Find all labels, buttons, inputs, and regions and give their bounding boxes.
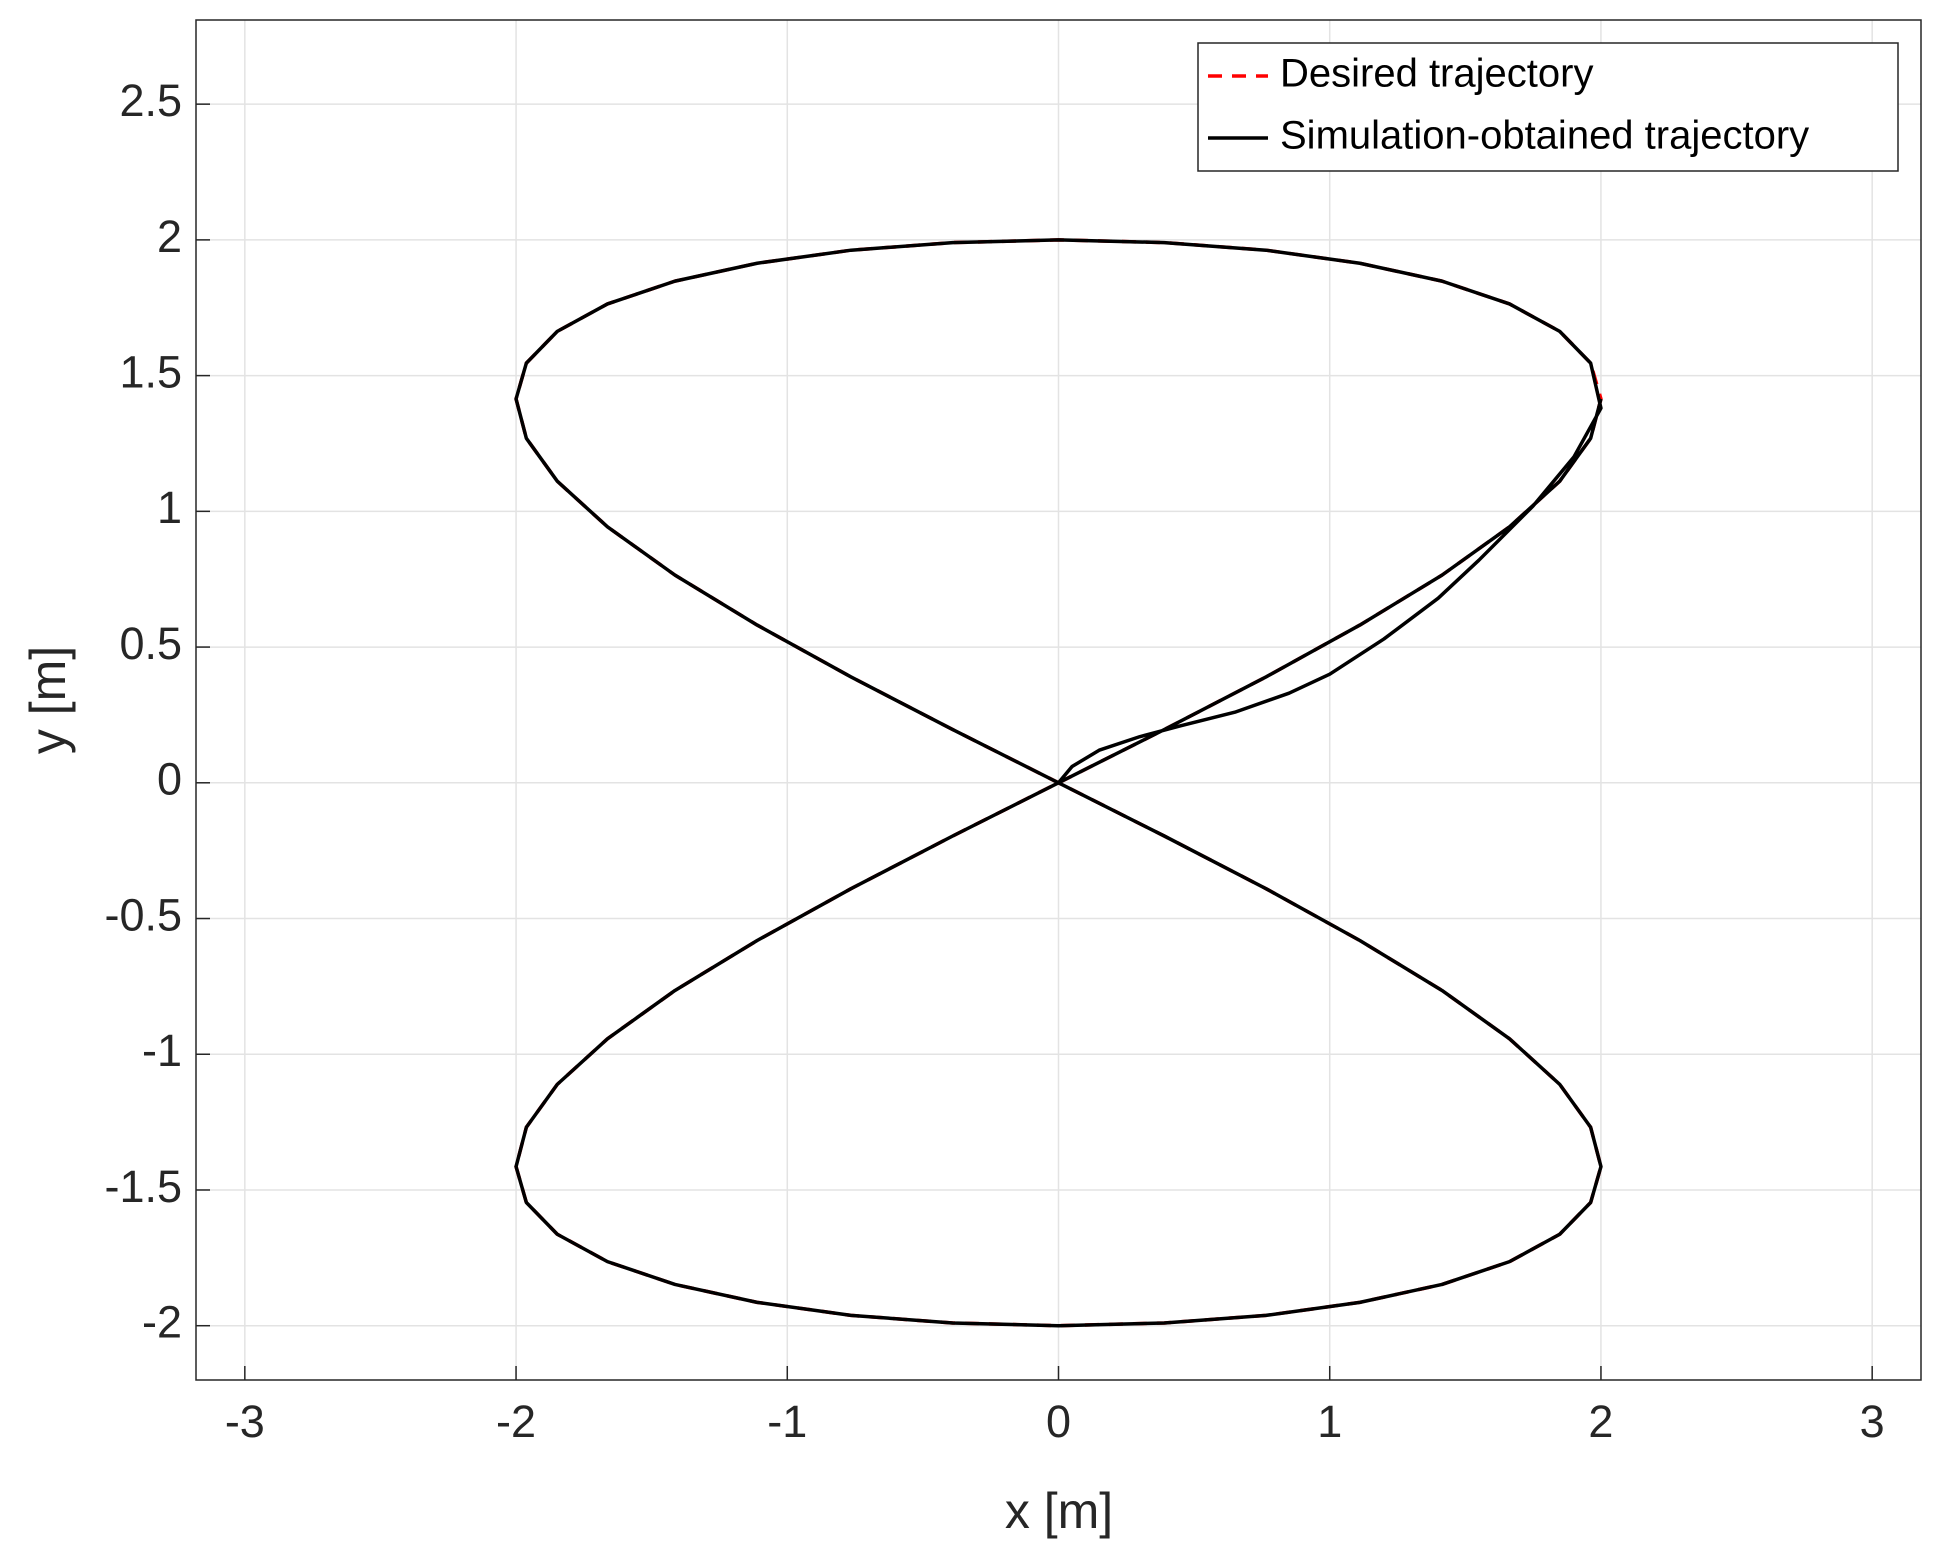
y-tick-label: 1.5 <box>119 346 182 397</box>
y-tick-label: -1 <box>142 1025 182 1076</box>
legend-label: Desired trajectory <box>1280 52 1593 96</box>
x-tick-label: 0 <box>1046 1396 1071 1447</box>
x-axis-label: x [m] <box>1005 1483 1113 1539</box>
y-tick-label: 0 <box>157 754 182 805</box>
y-tick-label: -0.5 <box>104 889 182 940</box>
x-tick-label: 2 <box>1588 1396 1613 1447</box>
y-tick-label: -2 <box>142 1297 182 1348</box>
y-tick-label: -1.5 <box>104 1161 182 1212</box>
x-tick-label: -3 <box>225 1396 265 1447</box>
y-tick-label: 2.5 <box>119 75 182 126</box>
legend: Desired trajectory Simulation-obtained tr… <box>1197 42 1899 172</box>
plot-frame <box>195 19 1922 1381</box>
x-tick-label: 3 <box>1860 1396 1885 1447</box>
x-tick-label: -2 <box>496 1396 536 1447</box>
trajectory-line <box>514 238 1603 1328</box>
legend-box <box>1197 42 1899 172</box>
x-tick-label: -1 <box>767 1396 807 1447</box>
y-tick-label: 2 <box>157 211 182 262</box>
y-axis-label: y [m] <box>20 646 76 754</box>
legend-label: Simulation-obtained trajectory <box>1280 114 1809 158</box>
y-tick-label: 0.5 <box>119 618 182 669</box>
x-tick-label: 1 <box>1317 1396 1342 1447</box>
y-tick-label: 1 <box>157 482 182 533</box>
